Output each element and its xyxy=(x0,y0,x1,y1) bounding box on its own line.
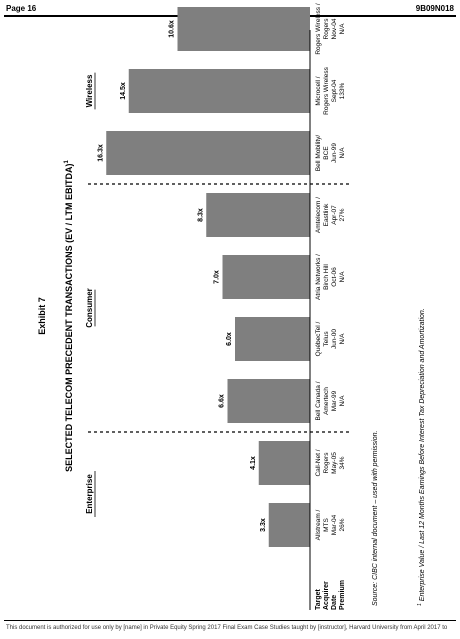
row-label: Target xyxy=(315,588,322,610)
bar-value-label: 4.1x xyxy=(250,456,257,470)
category-date: Jun-00 xyxy=(331,329,338,349)
category-date: Nov-04 xyxy=(331,18,338,39)
bar-value-label: 16.3x xyxy=(97,144,104,162)
category-target: QuébecTel / xyxy=(315,321,322,356)
source-note: Source: CIBC internal document – used wi… xyxy=(372,430,379,606)
category-premium: N/A xyxy=(339,271,346,283)
category-premium: N/A xyxy=(339,395,346,407)
bar xyxy=(206,193,310,237)
bar-value-label: 7.0x xyxy=(214,270,221,284)
category-target: Call-Net / xyxy=(315,449,322,476)
category-premium: 133% xyxy=(339,82,346,99)
category-premium: 34% xyxy=(339,456,346,469)
group-header: Wireless xyxy=(85,74,94,107)
chart-title-text: SELECTED TELECOM PRECEDENT TRANSACTIONS … xyxy=(64,164,74,472)
category-acquirer: Birch Hill xyxy=(323,264,330,290)
bar-value-label: 6.0x xyxy=(226,332,233,346)
category-target: Rogers Wireless / xyxy=(315,3,322,54)
bar-value-label: 8.3x xyxy=(197,208,204,222)
group-header: Enterprise xyxy=(85,474,94,514)
footnote-marker: 1 xyxy=(417,603,423,606)
category-premium: 27% xyxy=(339,208,346,221)
bar-value-label: 6.6x xyxy=(219,394,226,408)
bar-value-label: 3.3x xyxy=(260,518,267,532)
category-acquirer: Amertech xyxy=(323,387,330,415)
footer-rule xyxy=(4,620,456,621)
row-label: Date xyxy=(331,595,338,610)
category-premium: 26% xyxy=(339,518,346,531)
bar xyxy=(227,379,310,423)
category-date: Sept-04 xyxy=(331,79,338,102)
category-acquirer: Telus xyxy=(323,331,330,347)
category-acquirer: Eastlink xyxy=(323,203,330,227)
category-date: May-05 xyxy=(331,452,338,474)
footnote: 1 Enterprise Value / Last 12 Months Earni… xyxy=(417,308,426,606)
chart-title-superscript: 1 xyxy=(64,160,70,164)
category-premium: N/A xyxy=(339,147,346,159)
row-label: Acquirer xyxy=(323,581,330,610)
bar-value-label: 14.5x xyxy=(120,82,127,100)
group-header: Consumer xyxy=(85,288,94,328)
bar xyxy=(222,255,310,299)
bar-value-label: 10.6x xyxy=(169,20,176,38)
bar xyxy=(258,441,310,485)
category-target: Bell Mobility/ xyxy=(315,135,322,172)
chart-title: SELECTED TELECOM PRECEDENT TRANSACTIONS … xyxy=(64,160,74,472)
category-target: Allstream / xyxy=(315,509,322,540)
category-target: Amtelecom / xyxy=(315,197,322,233)
category-acquirer: Rogers Wireless xyxy=(323,66,330,114)
footnote-text: Enterprise Value / Last 12 Months Earnin… xyxy=(419,308,426,601)
category-acquirer: BCE xyxy=(323,146,330,160)
category-premium: N/A xyxy=(339,23,346,35)
exhibit-label: Exhibit 7 xyxy=(37,297,47,335)
bar xyxy=(235,317,310,361)
bar xyxy=(128,69,310,113)
document-code: 9B09N018 xyxy=(415,4,454,13)
category-date: Mar-04 xyxy=(331,514,338,535)
category-date: Jun-99 xyxy=(331,143,338,163)
category-target: Atria Networks / xyxy=(315,254,322,300)
bar xyxy=(106,131,310,175)
bar xyxy=(268,503,310,547)
row-label: Premium xyxy=(339,580,346,610)
category-date: Apr-07 xyxy=(331,205,338,225)
category-date: Oct-06 xyxy=(331,267,338,287)
page-number: Page 16 xyxy=(6,4,37,13)
category-acquirer: Rogers xyxy=(323,18,330,40)
category-target: Bell Canada / xyxy=(315,381,322,420)
category-acquirer: MTS xyxy=(323,517,330,531)
category-acquirer: Rogers xyxy=(323,452,330,474)
bar xyxy=(177,7,310,51)
category-premium: N/A xyxy=(339,333,346,345)
category-date: Mar-99 xyxy=(331,390,338,411)
footer-notice: This document is authorized for use only… xyxy=(6,625,448,631)
category-target: Microcell / xyxy=(315,76,322,105)
